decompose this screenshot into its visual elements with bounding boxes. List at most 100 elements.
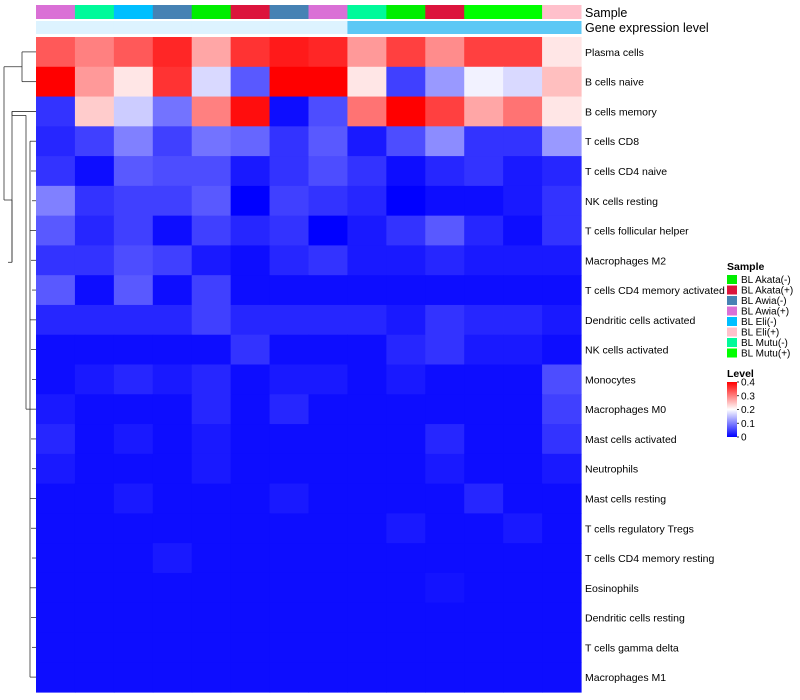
heatmap-cell [113,185,154,217]
gene-expression-annotation-cell [113,21,154,34]
heatmap-cell [464,572,504,604]
heatmap-cell [230,96,271,127]
heatmap-cell [386,453,426,485]
row-label: Plasma cells [585,47,644,59]
heatmap-cell [503,185,543,217]
heatmap-cell [425,513,465,544]
heatmap-cell [269,543,310,574]
heatmap-cell [347,513,387,544]
heatmap-cell [191,394,232,425]
gene-expression-annotation-cell [464,21,504,34]
sample-legend-swatch [727,317,737,326]
heatmap-cell [230,66,271,98]
heatmap-cell [542,156,582,187]
heatmap-cell [269,126,310,157]
heatmap-cell [347,245,387,276]
heatmap-cell [113,96,154,127]
heatmap-cell [503,96,543,127]
heatmap-cell [347,304,387,336]
sample-legend-swatch [727,285,737,295]
gene-expression-annotation-cell [230,21,271,34]
heatmap-cell [191,245,232,276]
sample-legend-label: BL Eli(-) [741,317,777,328]
heatmap-cell [347,275,387,306]
heatmap-cell [230,513,271,544]
heatmap-cell [425,275,465,306]
heatmap-cell [503,424,543,455]
heatmap-cell [347,483,387,514]
heatmap-cell [542,37,582,68]
heatmap-cell [308,453,349,485]
sample-legend-swatch [727,306,737,316]
sample-annotation-bar [36,5,582,19]
heatmap-cell [230,602,271,634]
heatmap-cell [36,275,76,306]
heatmap-cell [269,483,310,514]
heatmap-cell [230,543,271,574]
heatmap-cell [386,662,426,693]
heatmap-cell [347,453,387,485]
heatmap-cell [74,662,115,693]
heatmap-cell [152,96,193,127]
heatmap-cell [191,424,232,455]
heatmap-cell [113,37,154,68]
heatmap-cell [74,424,115,455]
gene-expression-annotation-bar [36,21,582,34]
heatmap-cell [74,185,115,217]
gene-expression-annotation-cell [503,21,543,34]
heatmap-cell [36,245,76,276]
heatmap-cell [269,513,310,544]
heatmap-cell [386,424,426,455]
heatmap-cell [464,453,504,485]
heatmap-cell [269,245,310,276]
heatmap-cell [152,602,193,634]
heatmap-cell [425,632,465,663]
gene-expression-annotation-cell [425,21,465,34]
heatmap-cell [386,245,426,276]
heatmap-cell [386,275,426,306]
heatmap-cell [347,185,387,217]
heatmap-cell [113,513,154,544]
heatmap-cell [503,275,543,306]
sample-annotation-cell [386,5,426,19]
heatmap-cell [191,543,232,574]
heatmap-cell [191,364,232,395]
heatmap-cell [503,245,543,276]
level-legend-tick-label: 0.4 [741,378,755,389]
heatmap-cell [230,215,271,247]
heatmap-cell [425,483,465,514]
heatmap-cell [464,126,504,157]
heatmap-cell [191,66,232,98]
heatmap-cell [269,275,310,306]
heatmap-cell [269,185,310,217]
sample-annotation-cell [308,5,348,19]
heatmap-cell [74,215,115,247]
heatmap-cell [36,602,76,634]
row-dendrogram [3,51,36,678]
heatmap-cell [152,215,193,247]
heatmap-cell [386,126,426,157]
heatmap-cell [191,275,232,306]
heatmap-cell [425,185,465,217]
heatmap-cell [386,96,426,127]
heatmap-cell [464,304,504,336]
heatmap-cell [308,483,349,514]
gene-expression-annotation-cell [542,21,582,34]
heatmap-cell [425,245,465,276]
heatmap-cell [386,513,426,544]
sample-annotation-cell [74,5,115,19]
sample-legend-label: BL Akata(+) [741,286,793,297]
sample-annotation-cell [152,5,193,19]
heatmap-cell [269,453,310,485]
heatmap-cell [347,66,387,98]
heatmap-cell [74,364,115,395]
heatmap-cell [347,572,387,604]
level-legend-tick-label: 0.2 [741,405,755,416]
heatmap-cell [347,37,387,68]
heatmap-cell [542,334,582,366]
row-label: T cells CD4 memory activated [585,285,725,297]
heatmap-cell [308,66,349,98]
sample-legend-swatch [727,348,737,358]
sample-legend-swatch [727,275,737,284]
